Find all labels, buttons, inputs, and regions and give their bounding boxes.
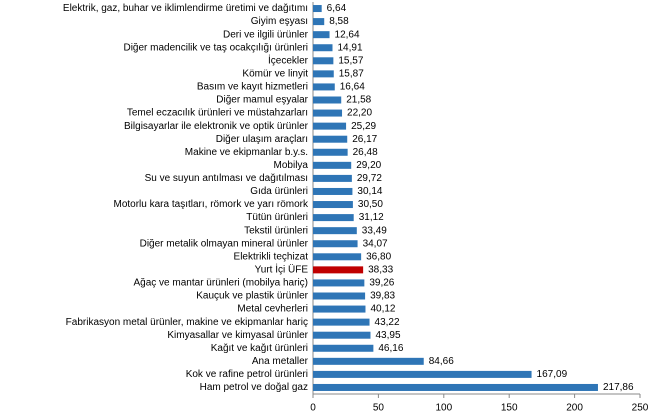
y-tick-label: Motorlu kara taşıtları, römork ve yarı r…: [114, 199, 309, 210]
bar: [313, 148, 348, 156]
y-tick-label: Kağıt ve kağıt ürünleri: [211, 343, 308, 354]
y-tick-label: Kauçuk ve plastik ürünler: [196, 291, 308, 302]
y-tick-label: Tütün ürünleri: [246, 212, 308, 223]
y-tick-label: Diğer ulaşım araçları: [216, 134, 308, 145]
y-tick-label: Temel eczacılık ürünleri ve müstahzarlar…: [127, 108, 308, 119]
value-label: 15,87: [339, 69, 364, 80]
value-label: 30,14: [357, 186, 382, 197]
value-label: 43,22: [375, 317, 400, 328]
y-tick-label: Deri ve ilgili ürünler: [223, 29, 309, 40]
y-tick-label: Giyim eşyası: [251, 16, 308, 27]
y-tick-label: İçecekler: [268, 53, 309, 66]
y-tick-label: Diğer madencilik ve taş ocakçılığı ürünl…: [123, 42, 308, 53]
bar: [313, 83, 335, 91]
y-tick-label: Ağaç ve mantar ürünleri (mobilya hariç): [133, 278, 308, 289]
bar: [313, 96, 342, 104]
bar: [313, 240, 358, 248]
y-tick-label: Kimyasallar ve kimyasal ürünler: [167, 330, 308, 341]
y-tick-label: Su ve suyun antılması ve dağıtılması: [145, 173, 308, 184]
value-label: 25,29: [351, 121, 376, 132]
value-label: 6,64: [327, 3, 347, 14]
y-tick-label: Diğer mamul eşyalar: [216, 95, 308, 106]
bar: [313, 57, 334, 65]
x-tick-label: 50: [373, 403, 385, 414]
bar: [313, 266, 364, 274]
x-tick-label: 200: [566, 403, 583, 414]
y-tick-label: Kömür ve linyit: [242, 69, 308, 80]
value-label: 15,57: [338, 55, 363, 66]
bar: [313, 174, 352, 182]
bar: [313, 370, 532, 378]
y-tick-label: Makine ve ekipmanlar b.y.s.: [185, 147, 308, 158]
bar: [313, 292, 366, 300]
bar: [313, 357, 424, 365]
value-label: 39,83: [370, 291, 395, 302]
x-tick-label: 0: [310, 403, 316, 414]
value-label: 12,64: [335, 29, 360, 40]
y-tick-label: Basım ve kayıt hizmetleri: [197, 82, 308, 93]
value-label: 14,91: [338, 42, 363, 53]
value-label: 29,20: [356, 160, 381, 171]
value-label: 29,72: [357, 173, 382, 184]
bar: [313, 318, 370, 326]
bar: [313, 18, 325, 26]
value-label: 34,07: [363, 238, 388, 249]
y-tick-label: Kok ve rafine petrol ürünleri: [186, 369, 308, 380]
y-tick-label: Fabrikasyon metal ürünler, makine ve eki…: [66, 317, 308, 328]
value-label: 84,66: [429, 356, 454, 367]
bar: [313, 44, 333, 52]
y-tick-label: Elektrikli teçhizat: [234, 251, 309, 262]
value-label: 33,49: [362, 225, 387, 236]
x-tick-label: 150: [501, 403, 518, 414]
bar: [313, 383, 598, 391]
bar: [313, 135, 348, 143]
value-label: 8,58: [329, 16, 349, 27]
value-label: 31,12: [359, 212, 384, 223]
bar: [313, 331, 371, 339]
bar: [313, 214, 354, 222]
bar: [313, 344, 374, 352]
bar: [313, 109, 343, 117]
value-label: 26,17: [352, 134, 377, 145]
y-tick-label: Mobilya: [274, 160, 309, 171]
bar: [313, 305, 366, 313]
y-tick-label: Ham petrol ve doğal gaz: [200, 382, 308, 393]
value-label: 40,12: [370, 304, 395, 315]
value-label: 167,09: [537, 369, 568, 380]
y-tick-label: Elektrik, gaz, buhar ve iklimlendirme ür…: [63, 3, 308, 14]
value-label: 30,50: [358, 199, 383, 210]
bar: [313, 122, 347, 130]
value-label: 43,95: [375, 330, 400, 341]
x-tick-label: 250: [632, 403, 649, 414]
y-tick-label: Diğer metalik olmayan mineral ürünler: [140, 238, 309, 249]
y-tick-label: Bilgisayarlar ile elektronik ve optik ür…: [124, 121, 309, 132]
value-label: 16,64: [340, 82, 365, 93]
bar: [313, 279, 365, 287]
value-label: 46,16: [378, 343, 403, 354]
y-tick-label: Metal cevherleri: [237, 304, 308, 315]
value-label: 26,48: [353, 147, 378, 158]
value-label: 217,86: [603, 382, 634, 393]
y-tick-label: Ana metaller: [252, 356, 309, 367]
y-tick-label: Yurt İçi ÜFE: [255, 263, 309, 276]
bar: [313, 201, 353, 209]
bar: [313, 31, 330, 39]
bar: [313, 227, 357, 235]
y-tick-label: Tekstil ürünleri: [244, 225, 308, 236]
bar: [313, 161, 352, 169]
y-tick-label: Gıda ürünleri: [250, 186, 308, 197]
value-label: 21,58: [346, 95, 371, 106]
bar: [313, 5, 322, 13]
value-label: 38,33: [368, 265, 393, 276]
value-label: 22,20: [347, 108, 372, 119]
bar: [313, 70, 334, 78]
bar: [313, 253, 362, 261]
x-tick-label: 100: [435, 403, 452, 414]
value-label: 39,26: [369, 278, 394, 289]
bar: [313, 187, 353, 195]
value-label: 36,80: [366, 251, 391, 262]
